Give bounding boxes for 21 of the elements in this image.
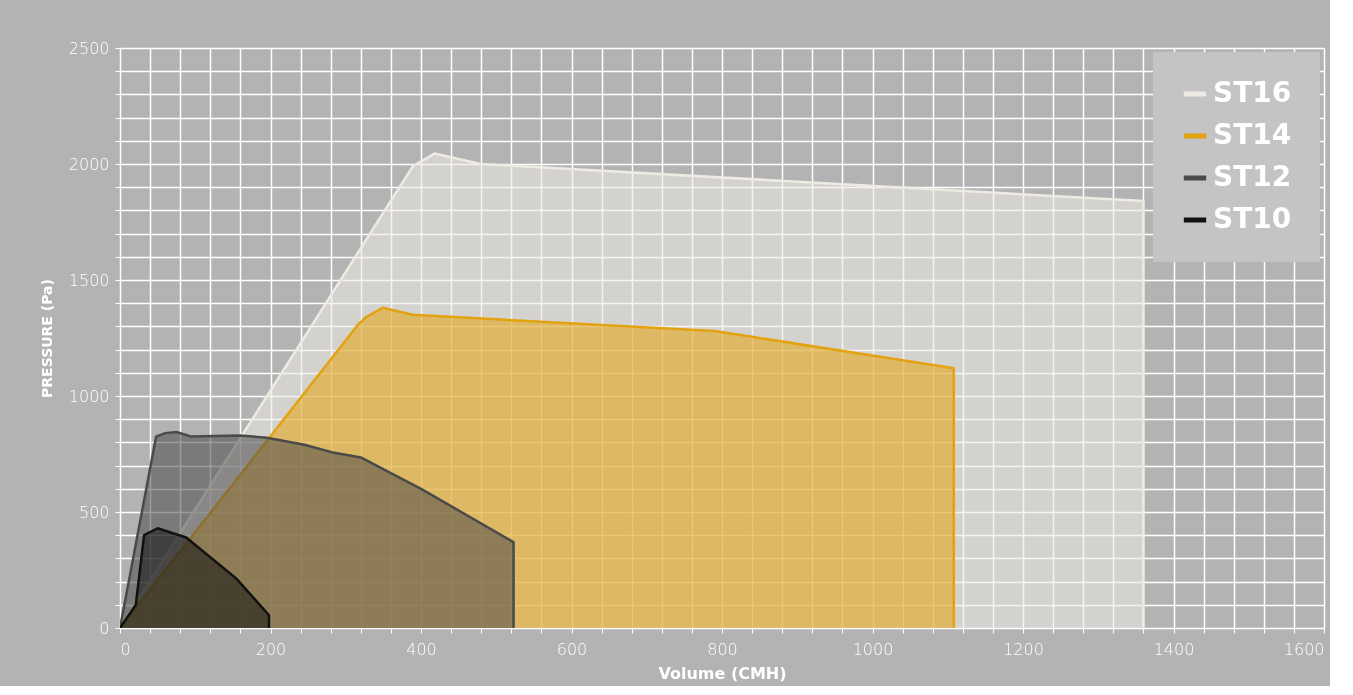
- y-tick-label: 1500: [68, 270, 110, 290]
- x-tick-label: 600: [556, 639, 588, 659]
- x-tick-label: 1400: [1153, 639, 1195, 659]
- x-tick-label: 400: [406, 639, 437, 659]
- x-tick-label: 1200: [1003, 639, 1044, 659]
- x-axis-title: Volume (CMH): [658, 663, 787, 683]
- legend-label: ST14: [1213, 118, 1292, 151]
- y-tick-label: 2500: [68, 38, 110, 58]
- y-tick-label: 0: [99, 618, 110, 638]
- x-tick-label: 0: [120, 639, 131, 659]
- legend-label: ST16: [1213, 76, 1292, 109]
- x-tick-label: 1000: [852, 639, 894, 659]
- y-axis-title: PRESSURE (Pa): [38, 279, 55, 398]
- legend-label: ST10: [1213, 202, 1292, 235]
- x-tick-label: 800: [707, 639, 738, 659]
- x-tick-label: 200: [255, 639, 287, 659]
- x-tick-label: 1600: [1283, 639, 1325, 659]
- y-tick-label: 2000: [68, 154, 110, 174]
- y-tick-label: 500: [78, 502, 110, 522]
- legend-label: ST12: [1213, 160, 1292, 193]
- y-tick-label: 1000: [68, 386, 110, 406]
